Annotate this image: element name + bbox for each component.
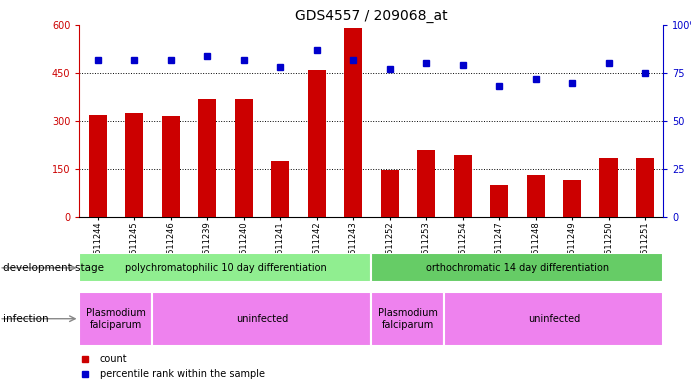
Bar: [453, 155, 472, 217]
Bar: [88, 114, 107, 217]
Text: uninfected: uninfected: [236, 314, 288, 324]
Text: Plasmodium
falciparum: Plasmodium falciparum: [86, 308, 146, 329]
Bar: [490, 185, 509, 217]
Text: Plasmodium
falciparum: Plasmodium falciparum: [378, 308, 438, 329]
Bar: [563, 180, 581, 217]
Bar: [417, 150, 435, 217]
Text: count: count: [100, 354, 128, 364]
Bar: [125, 113, 143, 217]
Bar: [372, 253, 663, 282]
Bar: [162, 116, 180, 217]
Bar: [79, 292, 153, 346]
Text: uninfected: uninfected: [528, 314, 580, 324]
Bar: [372, 292, 444, 346]
Bar: [381, 170, 399, 217]
Bar: [527, 175, 545, 217]
Text: infection: infection: [3, 314, 49, 324]
Bar: [307, 70, 325, 217]
Bar: [600, 158, 618, 217]
Bar: [234, 99, 253, 217]
Bar: [636, 158, 654, 217]
Bar: [271, 161, 290, 217]
Bar: [344, 28, 362, 217]
Bar: [198, 99, 216, 217]
Text: orthochromatic 14 day differentiation: orthochromatic 14 day differentiation: [426, 263, 609, 273]
Text: percentile rank within the sample: percentile rank within the sample: [100, 369, 265, 379]
Title: GDS4557 / 209068_at: GDS4557 / 209068_at: [295, 8, 448, 23]
Bar: [153, 292, 372, 346]
Text: development stage: development stage: [3, 263, 104, 273]
Bar: [444, 292, 663, 346]
Text: polychromatophilic 10 day differentiation: polychromatophilic 10 day differentiatio…: [124, 263, 326, 273]
Bar: [79, 253, 372, 282]
